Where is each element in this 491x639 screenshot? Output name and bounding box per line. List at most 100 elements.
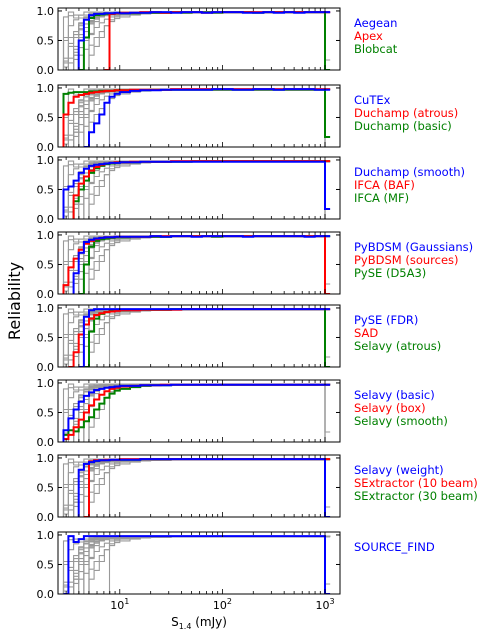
gray-series-line (73, 308, 331, 367)
y-tick-label: 1.0 (37, 529, 55, 542)
gray-series-line (83, 235, 331, 294)
gray-series-line (68, 535, 331, 594)
series-line (72, 160, 331, 219)
gray-series-line (63, 458, 331, 517)
legend-entry: Selavy (atrous) (354, 339, 441, 353)
series-line (62, 383, 331, 442)
gray-series-line (73, 535, 331, 594)
gray-series-line (83, 535, 331, 594)
gray-series-line (63, 88, 331, 147)
gray-series-line (104, 535, 331, 594)
series-line (78, 11, 331, 70)
series-line (62, 88, 331, 147)
gray-series-line (78, 383, 331, 442)
gray-series-line (73, 535, 331, 594)
gray-series-line (62, 459, 331, 517)
series-line (83, 458, 331, 517)
gray-series-line (78, 308, 331, 367)
legend-entry: SAD (354, 326, 378, 340)
legend-entry: Aegean (354, 16, 397, 30)
gray-series-line (104, 383, 331, 442)
gray-series-line (68, 11, 331, 70)
gray-series-line (78, 535, 331, 594)
gray-series-line (62, 12, 331, 70)
series-line (77, 458, 331, 517)
gray-series-line (62, 309, 331, 367)
plot-area (62, 11, 331, 70)
legend-entry: PySE (D5A3) (354, 266, 426, 280)
panel-6: 0.0 0.5 1.0 Selavy (basic)Selavy (box)Selav… (37, 377, 448, 449)
gray-series-line (73, 235, 331, 294)
gray-series-line (78, 308, 331, 367)
gray-series-line (62, 536, 331, 594)
gray-series-line (73, 458, 331, 517)
gray-series-line (83, 458, 331, 517)
y-tick-label: 1.0 (37, 377, 55, 390)
gray-series-line (62, 459, 331, 517)
y-tick-label: 1.0 (37, 5, 55, 18)
gray-series-line (78, 235, 331, 294)
panel-frame (57, 231, 341, 295)
panel-frame (57, 84, 341, 148)
gray-series-line (62, 89, 331, 147)
y-tick-label: 0.0 (37, 436, 55, 449)
gray-series-line (83, 160, 331, 219)
legend-entry: Selavy (smooth) (354, 414, 448, 428)
gray-series-line (104, 458, 331, 517)
legend-entry: Selavy (basic) (354, 388, 435, 402)
gray-series-line (78, 535, 331, 594)
gray-series-line (68, 88, 331, 147)
series-line (83, 308, 331, 367)
gray-series-line (83, 160, 331, 219)
gray-series-line (78, 160, 331, 219)
x-axis-label: S1.4 (mJy) (171, 615, 227, 631)
legend-entry: SOURCE_FIND (354, 540, 435, 554)
y-tick-label: 0.0 (37, 141, 55, 154)
y-tick-label: 0.5 (37, 258, 55, 271)
gray-series-line (73, 235, 331, 294)
gray-series-line (62, 89, 331, 147)
gray-series-line (78, 235, 331, 294)
gray-series-line (83, 88, 331, 147)
panel-frame (57, 7, 341, 71)
gray-series-line (62, 12, 331, 70)
panel-4: 0.0 0.5 1.0 PyBDSM (Gaussians)PyBDSM (sourc… (37, 229, 474, 301)
gray-series-line (78, 11, 331, 70)
series-line (77, 11, 331, 70)
plot-area (62, 308, 331, 367)
gray-series-line (78, 235, 331, 294)
gray-series-line (83, 383, 331, 442)
gray-series-line (78, 308, 331, 367)
gray-series-line (78, 88, 331, 147)
gray-series-line (78, 235, 331, 294)
gray-series-line (83, 535, 331, 594)
gray-series-line (62, 236, 331, 294)
gray-series-line (73, 160, 331, 219)
gray-series-line (62, 236, 331, 294)
gray-series-line (62, 161, 331, 219)
gray-series-line (78, 88, 331, 147)
gray-series-line (83, 383, 331, 442)
panel-8: 0.0 0.5 1.0 SOURCE_FIND (37, 529, 435, 601)
gray-series-line (62, 309, 331, 367)
gray-series-line (62, 12, 331, 70)
gray-series-line (62, 11, 331, 70)
plot-area (62, 88, 331, 147)
gray-series-line (63, 11, 331, 70)
legend-entry: PyBDSM (Gaussians) (354, 240, 473, 254)
legend-entry: SExtractor (10 beam) (354, 476, 478, 490)
gray-series-line (83, 383, 331, 442)
gray-series-line (62, 236, 331, 294)
legend-entry: CuTEx (354, 93, 391, 107)
gray-series-line (83, 11, 331, 70)
gray-series-line (62, 160, 331, 219)
gray-series-line (78, 383, 331, 442)
gray-series-line (83, 11, 331, 70)
y-tick-label: 1.0 (37, 154, 55, 167)
gray-series-line (73, 11, 331, 70)
gray-series-line (62, 536, 331, 594)
y-tick-label: 0.5 (37, 558, 55, 571)
gray-series-line (62, 536, 331, 594)
